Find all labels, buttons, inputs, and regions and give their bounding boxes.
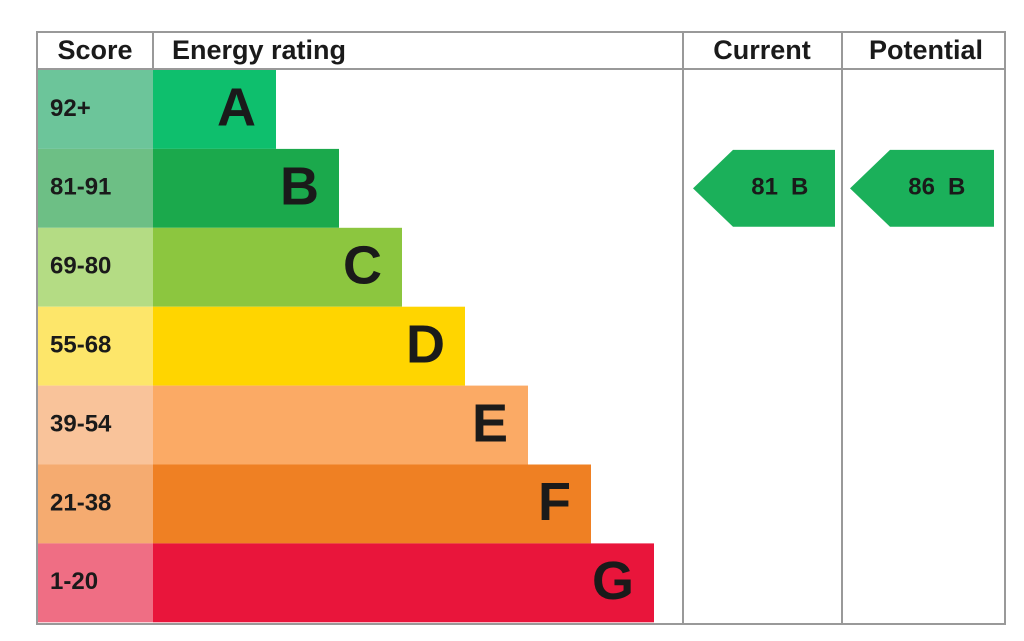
band-letter: A <box>217 78 256 138</box>
score-label: 69-80 <box>50 253 111 280</box>
rating-bar <box>153 543 654 623</box>
score-label: 1-20 <box>50 568 98 595</box>
band-letter: G <box>592 551 634 611</box>
band-letter: D <box>406 314 445 374</box>
score-cell <box>38 227 153 307</box>
score-cell <box>38 148 153 228</box>
score-cell <box>38 543 153 623</box>
rating-bar <box>153 148 339 228</box>
rating-bar <box>153 385 528 465</box>
potential-letter: B <box>948 174 965 201</box>
score-cell <box>38 464 153 544</box>
score-label: 55-68 <box>50 331 111 358</box>
rating-bar <box>153 227 402 307</box>
rating-bar <box>153 306 465 386</box>
table-border <box>36 31 1006 625</box>
score-cell <box>38 70 153 149</box>
rating-bar <box>153 70 276 149</box>
score-label: 81-91 <box>50 174 111 201</box>
score-label: 39-54 <box>50 410 112 437</box>
current-letter: B <box>791 174 808 201</box>
score-label: 21-38 <box>50 489 111 516</box>
header-potential: Potential <box>869 35 983 65</box>
score-label: 92+ <box>50 95 91 122</box>
score-cell <box>38 306 153 386</box>
header-current: Current <box>713 35 811 65</box>
band-letter: E <box>472 393 508 453</box>
current-value: 81 <box>751 174 778 201</box>
potential-value: 86 <box>908 174 935 201</box>
band-letter: C <box>343 236 382 296</box>
header-score: Score <box>57 35 132 65</box>
band-letter: F <box>538 472 571 532</box>
potential-arrow <box>850 149 994 227</box>
rating-bar <box>153 464 591 544</box>
band-letter: B <box>280 157 319 217</box>
header-rating: Energy rating <box>172 35 346 65</box>
score-cell <box>38 385 153 465</box>
current-arrow <box>693 149 835 227</box>
